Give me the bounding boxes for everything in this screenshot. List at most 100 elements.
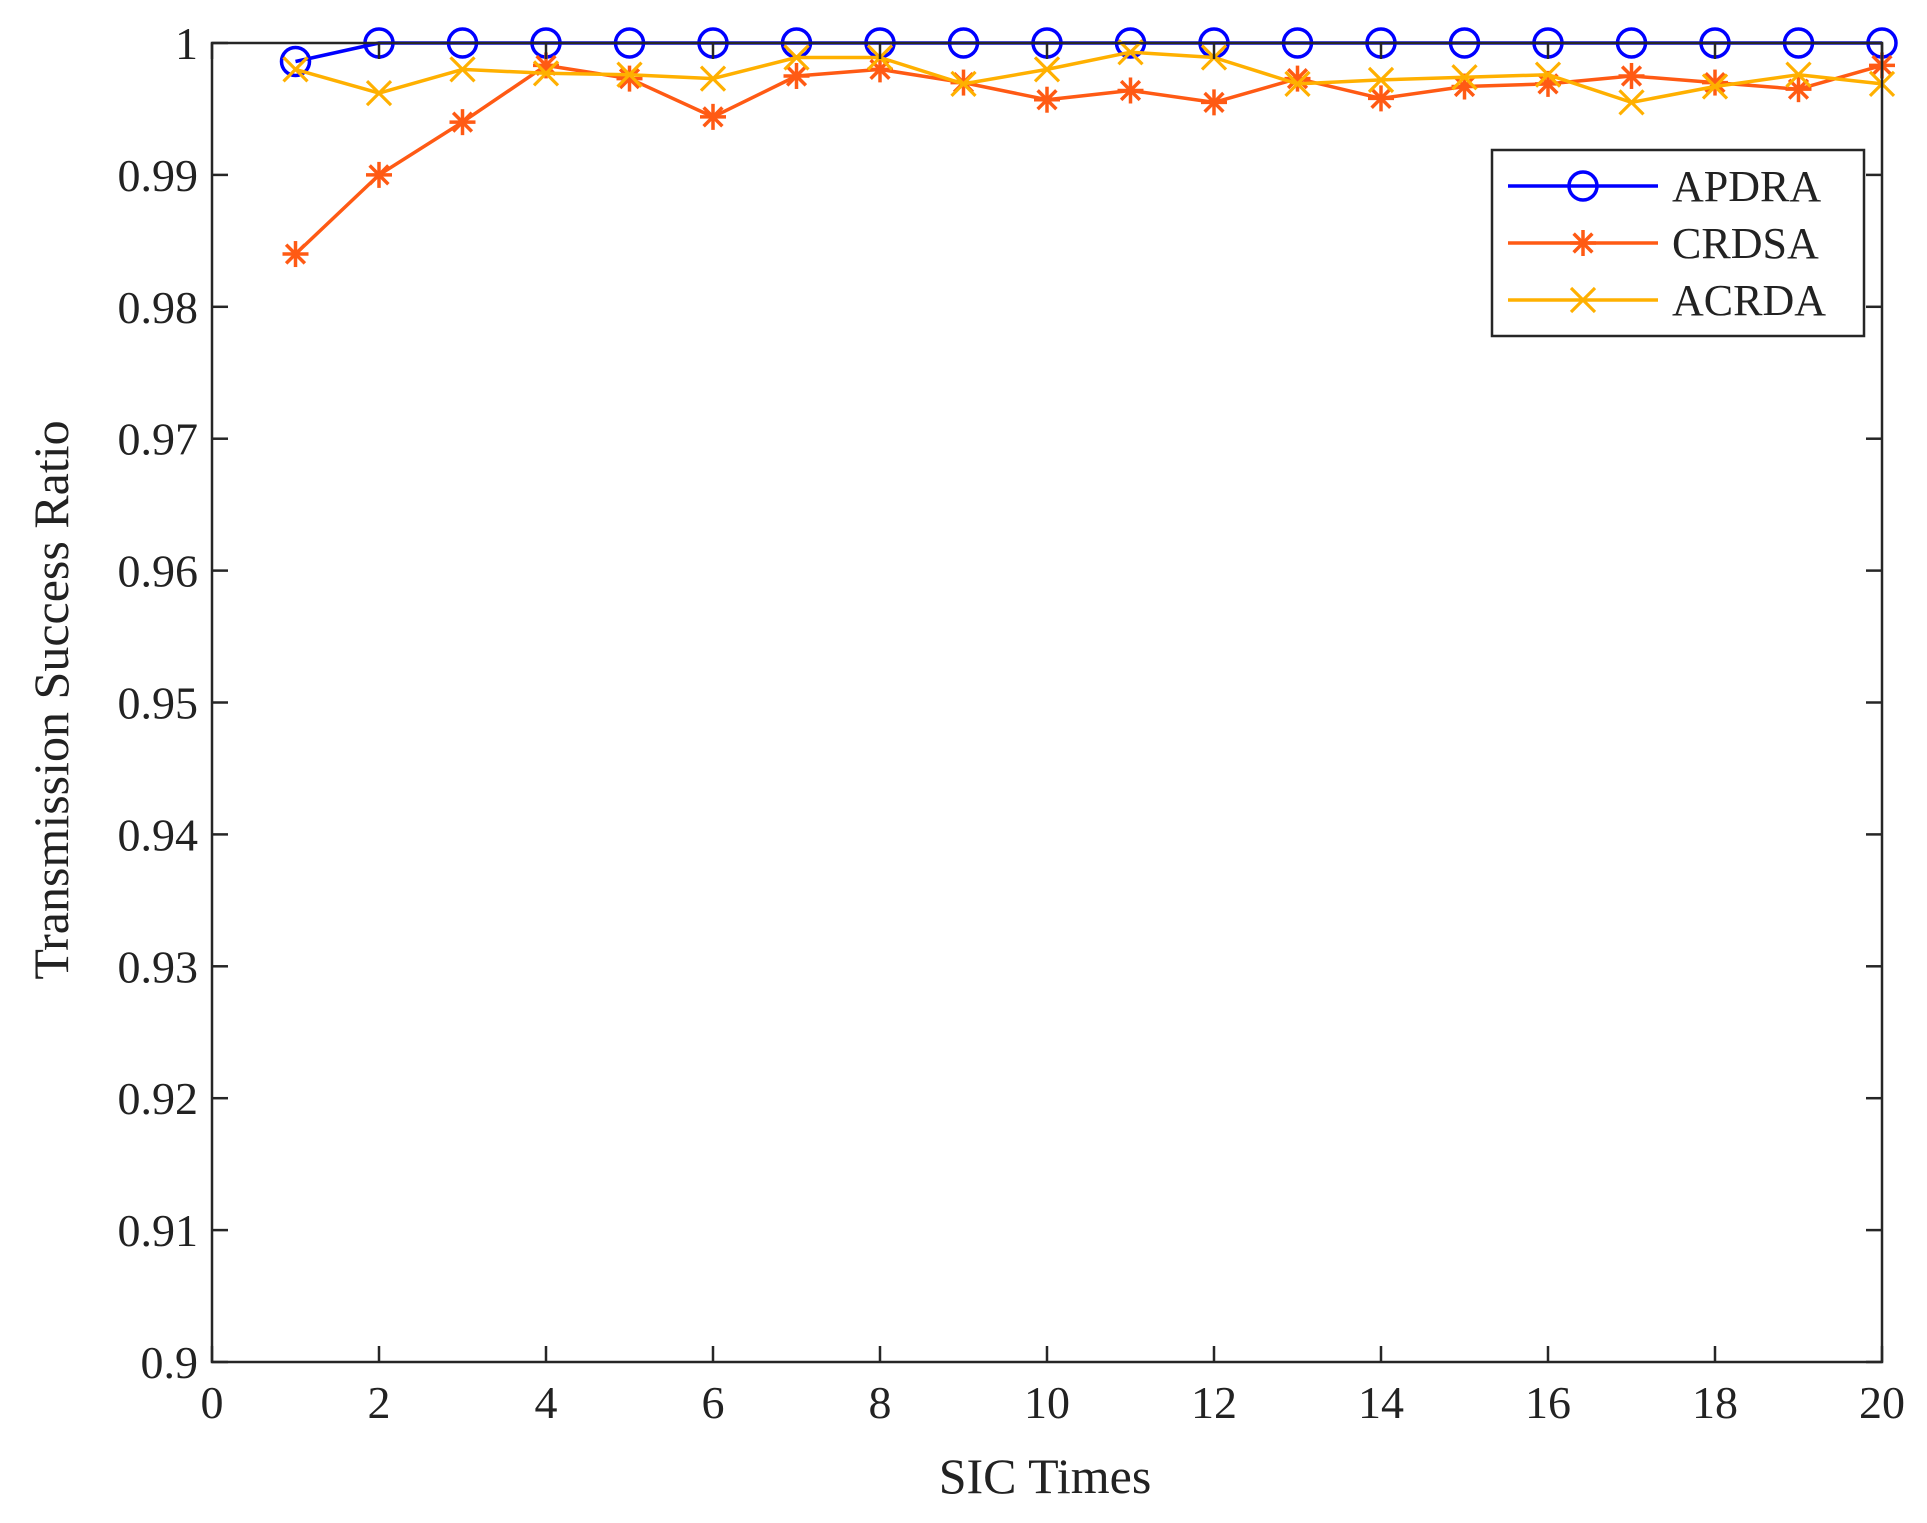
asterisk-stroke [368, 164, 390, 186]
y-tick-label: 0.96 [118, 546, 199, 597]
legend-marker [1567, 170, 1599, 202]
data-point-crdsa [1368, 85, 1394, 112]
legend-item-crdsa: CRDSA [1508, 219, 1819, 268]
x-stroke [1701, 73, 1729, 100]
y-tick-label: 0.92 [118, 1073, 199, 1124]
y-tick-label: 0.91 [118, 1205, 199, 1256]
asterisk-stroke [1286, 68, 1309, 90]
y-tick-label: 0.93 [118, 941, 199, 992]
data-point-acrda [1701, 73, 1729, 100]
data-point-crdsa [282, 241, 309, 268]
y-axis-label: Transmission Success Ratio [23, 420, 79, 979]
asterisk-stroke [1572, 232, 1594, 254]
x-stroke [1451, 64, 1478, 91]
y-tick-label: 0.9 [141, 1337, 199, 1388]
asterisk-stroke [451, 111, 474, 133]
data-point-acrda [1534, 61, 1562, 88]
data-point-crdsa [1117, 77, 1144, 104]
x-tick-label: 0 [201, 1377, 224, 1428]
x-stroke [616, 61, 643, 88]
data-point-acrda [950, 70, 977, 98]
y-tick-label: 0.94 [118, 809, 199, 860]
x-stroke [365, 79, 393, 107]
data-point-acrda [616, 61, 643, 88]
legend-label: CRDSA [1672, 219, 1819, 268]
data-point-crdsa [700, 103, 726, 130]
x-tick-label: 12 [1191, 1377, 1237, 1428]
data-point-crdsa [1201, 89, 1227, 116]
x-stroke [1534, 61, 1562, 88]
asterisk-stroke [1453, 75, 1476, 98]
series-line-acrda [295, 50, 1883, 105]
asterisk-stroke [1036, 89, 1058, 111]
x-stroke [1618, 89, 1645, 116]
series-line-crdsa [294, 63, 1883, 256]
asterisk-stroke [284, 243, 307, 265]
asterisk-stroke [1119, 79, 1142, 102]
asterisk-stroke [785, 65, 808, 87]
data-point-acrda [282, 56, 309, 83]
x-stroke [1284, 70, 1311, 98]
legend-label: ACRDA [1672, 276, 1826, 325]
asterisk-stroke [618, 68, 641, 90]
x-stroke [950, 70, 977, 98]
data-point-crdsa [1702, 69, 1728, 96]
data-point-acrda [449, 56, 476, 83]
y-tick-label: 0.97 [118, 414, 199, 465]
asterisk-stroke [702, 106, 724, 128]
asterisk-stroke [1370, 87, 1392, 109]
x-stroke [532, 60, 560, 87]
x-tick-label: 16 [1525, 1377, 1571, 1428]
legend-marker [1570, 230, 1596, 256]
data-point-acrda [699, 65, 727, 92]
x-stroke [1033, 56, 1061, 83]
x-tick-label: 8 [869, 1377, 892, 1428]
legend-label: APDRA [1672, 162, 1821, 211]
data-point-acrda [783, 44, 810, 71]
x-stroke [449, 56, 476, 83]
y-tick-label: 0.98 [118, 282, 199, 333]
data-point-acrda [1618, 89, 1645, 116]
x-stroke [1785, 61, 1812, 88]
legend-item-apdra: APDRA [1508, 162, 1821, 211]
data-point-crdsa [1034, 86, 1060, 113]
x-stroke [699, 65, 727, 92]
asterisk-stroke [1203, 91, 1225, 113]
data-point-crdsa [449, 109, 476, 136]
data-point-acrda [532, 60, 560, 87]
y-tick-label: 1 [175, 18, 198, 69]
series-crdsa [282, 52, 1895, 268]
data-point-acrda [1284, 70, 1311, 98]
data-point-crdsa [783, 62, 810, 89]
y-tick-label: 0.99 [118, 150, 199, 201]
series-acrda [282, 39, 1896, 116]
data-point-apdra [279, 45, 312, 78]
data-point-crdsa [1284, 65, 1311, 92]
x-stroke [1367, 66, 1395, 94]
x-tick-label: 10 [1024, 1377, 1070, 1428]
x-tick-label: 14 [1358, 1377, 1404, 1428]
x-tick-label: 4 [535, 1377, 558, 1428]
data-point-crdsa [1785, 76, 1812, 103]
x-tick-label: 2 [368, 1377, 391, 1428]
x-stroke [783, 44, 810, 71]
y-tick-label: 0.95 [118, 678, 199, 729]
x-tick-label: 18 [1692, 1377, 1738, 1428]
data-point-acrda [1451, 64, 1478, 91]
data-point-crdsa [366, 161, 392, 188]
legend-item-acrda: ACRDA [1508, 276, 1826, 325]
ticks-layer: 0 2 4 6 8 10 12 14 16 18 20 0.9 0.91 0.92 0.93 0.94 0.95… [118, 18, 1906, 1428]
x-tick-label: 20 [1859, 1377, 1905, 1428]
x-stroke [1569, 286, 1597, 314]
x-tick-label: 6 [702, 1377, 725, 1428]
x-axis-label: SIC Times [939, 1448, 1152, 1504]
data-point-acrda [365, 79, 393, 107]
x-stroke [282, 56, 309, 83]
asterisk-stroke [1620, 65, 1643, 87]
data-point-acrda [1785, 61, 1812, 88]
legend-marker [1569, 286, 1597, 314]
data-point-acrda [1367, 66, 1395, 94]
data-point-crdsa [1618, 62, 1645, 89]
